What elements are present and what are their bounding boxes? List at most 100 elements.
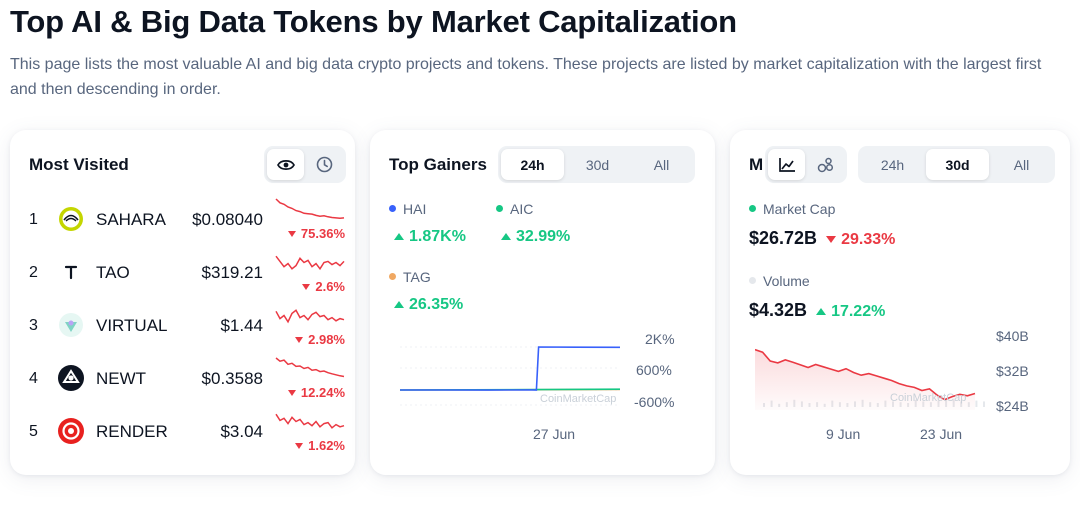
coin-rank: 4 bbox=[29, 370, 38, 387]
coin-name: SAHARA bbox=[96, 210, 166, 229]
coin-price: $319.21 bbox=[201, 263, 263, 282]
down-arrow-icon bbox=[287, 231, 296, 237]
market-y-tick-0: $40B bbox=[996, 328, 1029, 344]
coin-row-newt[interactable]: 4 NEWT $0.3588 12.24% bbox=[10, 357, 355, 408]
volume-value: $4.32B bbox=[749, 300, 808, 320]
coin-change: 1.62% bbox=[295, 438, 345, 453]
down-arrow-icon bbox=[295, 443, 304, 449]
legend-market-cap-label: Market Cap bbox=[763, 201, 836, 217]
market-view-toggle bbox=[765, 146, 847, 183]
down-arrow-icon bbox=[826, 236, 837, 243]
top-gainers-chart bbox=[399, 346, 621, 406]
gainers-y-tick-0: 2K% bbox=[645, 331, 675, 347]
tab-30d[interactable]: 30d bbox=[585, 156, 610, 173]
legend-market-cap[interactable]: Market Cap bbox=[749, 201, 835, 217]
legend-hai-label: HAI bbox=[403, 201, 427, 217]
eye-toggle-button[interactable] bbox=[267, 149, 304, 180]
legend-hai[interactable]: HAI bbox=[389, 201, 426, 217]
legend-tag-label: TAG bbox=[403, 269, 431, 285]
tab-24h[interactable]: 24h bbox=[880, 156, 905, 173]
most-visited-toggle bbox=[264, 146, 346, 183]
coin-change: 2.98% bbox=[295, 332, 345, 347]
market-cap-line bbox=[755, 348, 976, 401]
legend-volume-label: Volume bbox=[763, 273, 810, 289]
top-gainers-title: Top Gainers bbox=[389, 155, 487, 174]
gainers-x-tick-0: 27 Jun bbox=[533, 426, 576, 442]
coin-rank: 3 bbox=[29, 317, 38, 334]
coin-price: $3.04 bbox=[220, 422, 263, 441]
tab-30d[interactable]: 30d bbox=[926, 149, 989, 180]
legend-tag[interactable]: TAG bbox=[389, 269, 431, 285]
coin-change: 75.36% bbox=[287, 226, 345, 241]
market-cap-chart bbox=[755, 348, 985, 410]
coin-sparkline bbox=[275, 309, 345, 324]
coin-price: $0.08040 bbox=[192, 210, 263, 229]
hai-dot bbox=[389, 205, 396, 212]
up-arrow-icon bbox=[394, 233, 404, 240]
market-y-tick-2: $24B bbox=[996, 398, 1029, 414]
eye-icon bbox=[276, 158, 295, 172]
coin-sparkline bbox=[275, 198, 345, 220]
legend-aic[interactable]: AIC bbox=[496, 201, 533, 217]
coin-price: $1.44 bbox=[220, 316, 263, 335]
line-chart-toggle-button[interactable] bbox=[768, 149, 805, 180]
up-arrow-icon bbox=[501, 233, 511, 240]
up-arrow-icon bbox=[394, 301, 404, 308]
bubble-chart-toggle-button[interactable] bbox=[807, 149, 844, 180]
coin-sparkline bbox=[275, 255, 345, 271]
most-visited-card: Most Visited 1 SAHARA $0.08040 75.36% 2 TAO $3… bbox=[10, 130, 355, 475]
sparkline-path bbox=[275, 413, 345, 429]
coin-price: $0.3588 bbox=[201, 369, 263, 388]
gain-hai-value: 1.87K% bbox=[409, 228, 466, 245]
gainers-series-hai bbox=[400, 346, 621, 391]
volume-bar bbox=[975, 400, 978, 407]
coin-name: NEWT bbox=[96, 369, 147, 388]
volume-change: 17.22% bbox=[816, 303, 885, 320]
gain-tag-value: 26.35% bbox=[409, 296, 464, 313]
market-cap-area bbox=[755, 349, 975, 410]
sparkline-path bbox=[275, 309, 345, 324]
gain-aic-value: 32.99% bbox=[516, 228, 571, 245]
gain-hai: 1.87K% bbox=[394, 228, 466, 246]
sparkline-path bbox=[275, 357, 345, 378]
aic-dot bbox=[496, 205, 503, 212]
market-watermark: CoinMarketCap bbox=[890, 392, 967, 404]
page-title: Top AI & Big Data Tokens by Market Capit… bbox=[10, 4, 737, 39]
coin-change-value: 12.24% bbox=[300, 385, 345, 400]
market-cap-dot bbox=[749, 205, 756, 212]
coin-name: RENDER bbox=[96, 422, 168, 441]
volume-dot bbox=[749, 277, 756, 284]
coin-rank: 1 bbox=[29, 211, 38, 228]
down-arrow-icon bbox=[302, 284, 311, 290]
up-arrow-icon bbox=[816, 308, 827, 315]
coin-row-render[interactable]: 5 RENDER $3.04 1.62% bbox=[10, 411, 355, 461]
coin-row-tao[interactable]: 2 TAO $319.21 2.6% bbox=[10, 252, 355, 302]
tab-all[interactable]: All bbox=[653, 156, 670, 173]
market-cap-change: 29.33% bbox=[826, 231, 895, 248]
coin-row-sahara[interactable]: 1 SAHARA $0.08040 75.36% bbox=[10, 198, 355, 249]
coin-row-virtual[interactable]: 3 VIRTUAL $1.44 2.98% bbox=[10, 305, 355, 355]
down-arrow-icon bbox=[295, 337, 304, 343]
coin-sparkline bbox=[275, 413, 345, 429]
sparkline-path bbox=[275, 198, 345, 220]
market-x-tick-0: 9 Jun bbox=[826, 426, 861, 442]
line-chart-icon bbox=[778, 157, 796, 173]
coin-change-value: 75.36% bbox=[300, 226, 345, 241]
coin-rank: 2 bbox=[29, 264, 38, 281]
volume-change-value: 17.22% bbox=[831, 303, 886, 320]
clock-toggle-button[interactable] bbox=[306, 149, 343, 180]
tab-all[interactable]: All bbox=[1013, 156, 1030, 173]
legend-volume[interactable]: Volume bbox=[749, 273, 810, 289]
top-gainers-range-tabs: 24h 30d All bbox=[498, 146, 695, 183]
coin-change-value: 2.98% bbox=[308, 332, 345, 347]
market-y-tick-1: $32B bbox=[996, 363, 1029, 379]
sparkline-path bbox=[275, 255, 345, 271]
render-logo-icon bbox=[56, 416, 86, 446]
market-x-tick-1: 23 Jun bbox=[920, 426, 963, 442]
tab-24h[interactable]: 24h bbox=[501, 149, 564, 180]
tag-dot bbox=[389, 273, 396, 280]
market-title-truncated: M bbox=[749, 155, 764, 174]
market-cap-value: $26.72B bbox=[749, 228, 818, 248]
gainers-watermark: CoinMarketCap bbox=[540, 393, 617, 405]
gain-tag: 26.35% bbox=[394, 296, 463, 314]
